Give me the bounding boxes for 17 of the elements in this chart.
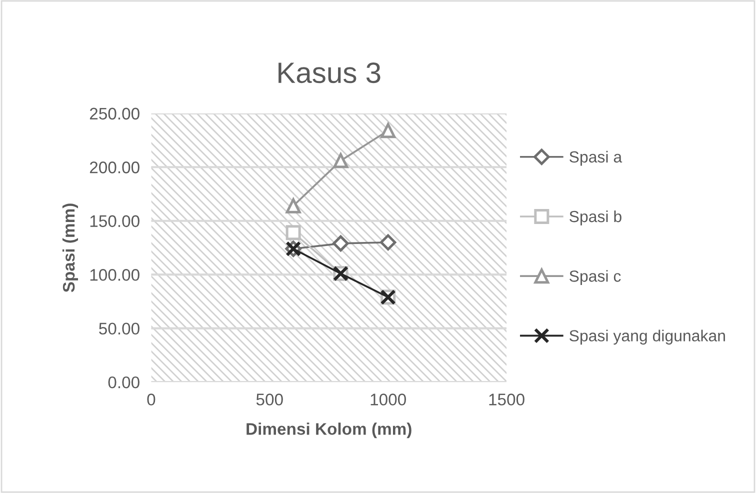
y-tick-label: 150.00 [90,215,140,228]
x-tick-label: 500 [256,394,283,406]
x-tick-label: 0 [147,394,156,406]
x-tick-label: 1000 [370,394,406,406]
y-tick-label: 50.00 [99,322,140,335]
y-tick-label: 200.00 [90,162,140,174]
x-axis-title: Dimensi Kolom (mm) [246,422,412,438]
chart-title: Kasus 3 [278,62,380,84]
y-tick-label: 250.00 [90,108,140,120]
y-tick-label: 100.00 [90,269,140,281]
x-tick-label: 1500 [489,394,524,406]
legend-label: Spasi a [570,150,622,166]
legend-label: Spasi c [570,270,621,285]
y-axis-title: Spasi (mm) [62,204,78,292]
legend-label: Spasi yang digunakan [570,330,725,345]
legend-label: Spasi b [570,210,622,226]
y-tick-label: 0.00 [108,376,140,388]
